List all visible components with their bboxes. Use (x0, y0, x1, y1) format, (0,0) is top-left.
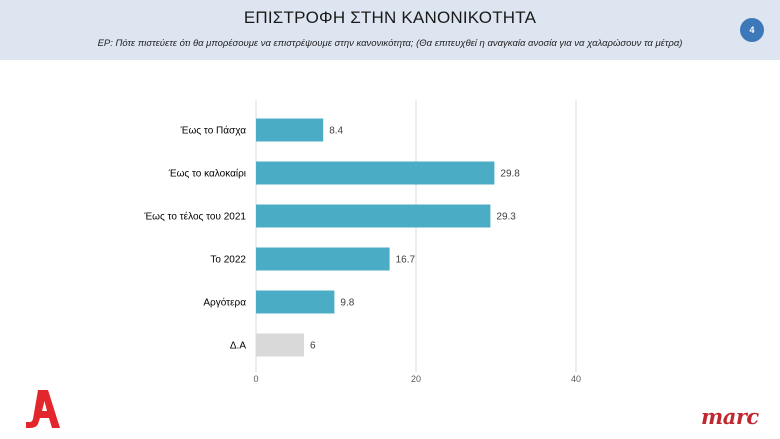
bar (256, 118, 324, 142)
marc-logo: marc (701, 404, 759, 429)
value-label: 6 (310, 341, 316, 352)
survey-question: ΕΡ: Πότε πιστεύετε ότι θα μπορέσουμε να … (97, 38, 683, 49)
category-label: Έως το τέλος του 2021 (143, 211, 246, 223)
value-label: 8.4 (329, 126, 343, 137)
bar (256, 290, 335, 314)
header-band: ΕΠΙΣΤΡΟΦΗ ΣΤΗΝ ΚΑΝΟΝΙΚΟΤΗΤΑ ΕΡ: Πότε πισ… (0, 0, 780, 60)
value-label: 9.8 (340, 298, 354, 309)
category-label: Δ.Α (230, 341, 246, 352)
alpha-logo-icon (26, 390, 60, 428)
value-label: 16.7 (396, 255, 416, 266)
value-label: 29.8 (500, 169, 520, 180)
bar (256, 204, 491, 228)
value-label: 29.3 (496, 212, 516, 223)
bar (256, 161, 495, 185)
x-tick-label: 0 (253, 374, 258, 384)
category-label: Έως το Πάσχα (180, 125, 247, 137)
category-label: Το 2022 (210, 255, 246, 266)
x-tick-label: 40 (571, 374, 581, 384)
page-title: ΕΠΙΣΤΡΟΦΗ ΣΤΗΝ ΚΑΝΟΝΙΚΟΤΗΤΑ (243, 8, 537, 27)
category-label: Έως το καλοκαίρι (168, 168, 246, 180)
category-label: Αργότερα (203, 297, 246, 309)
bar (256, 247, 390, 271)
page-number-badge: 4 (740, 18, 764, 42)
x-tick-label: 20 (411, 374, 421, 384)
bar (256, 333, 304, 357)
